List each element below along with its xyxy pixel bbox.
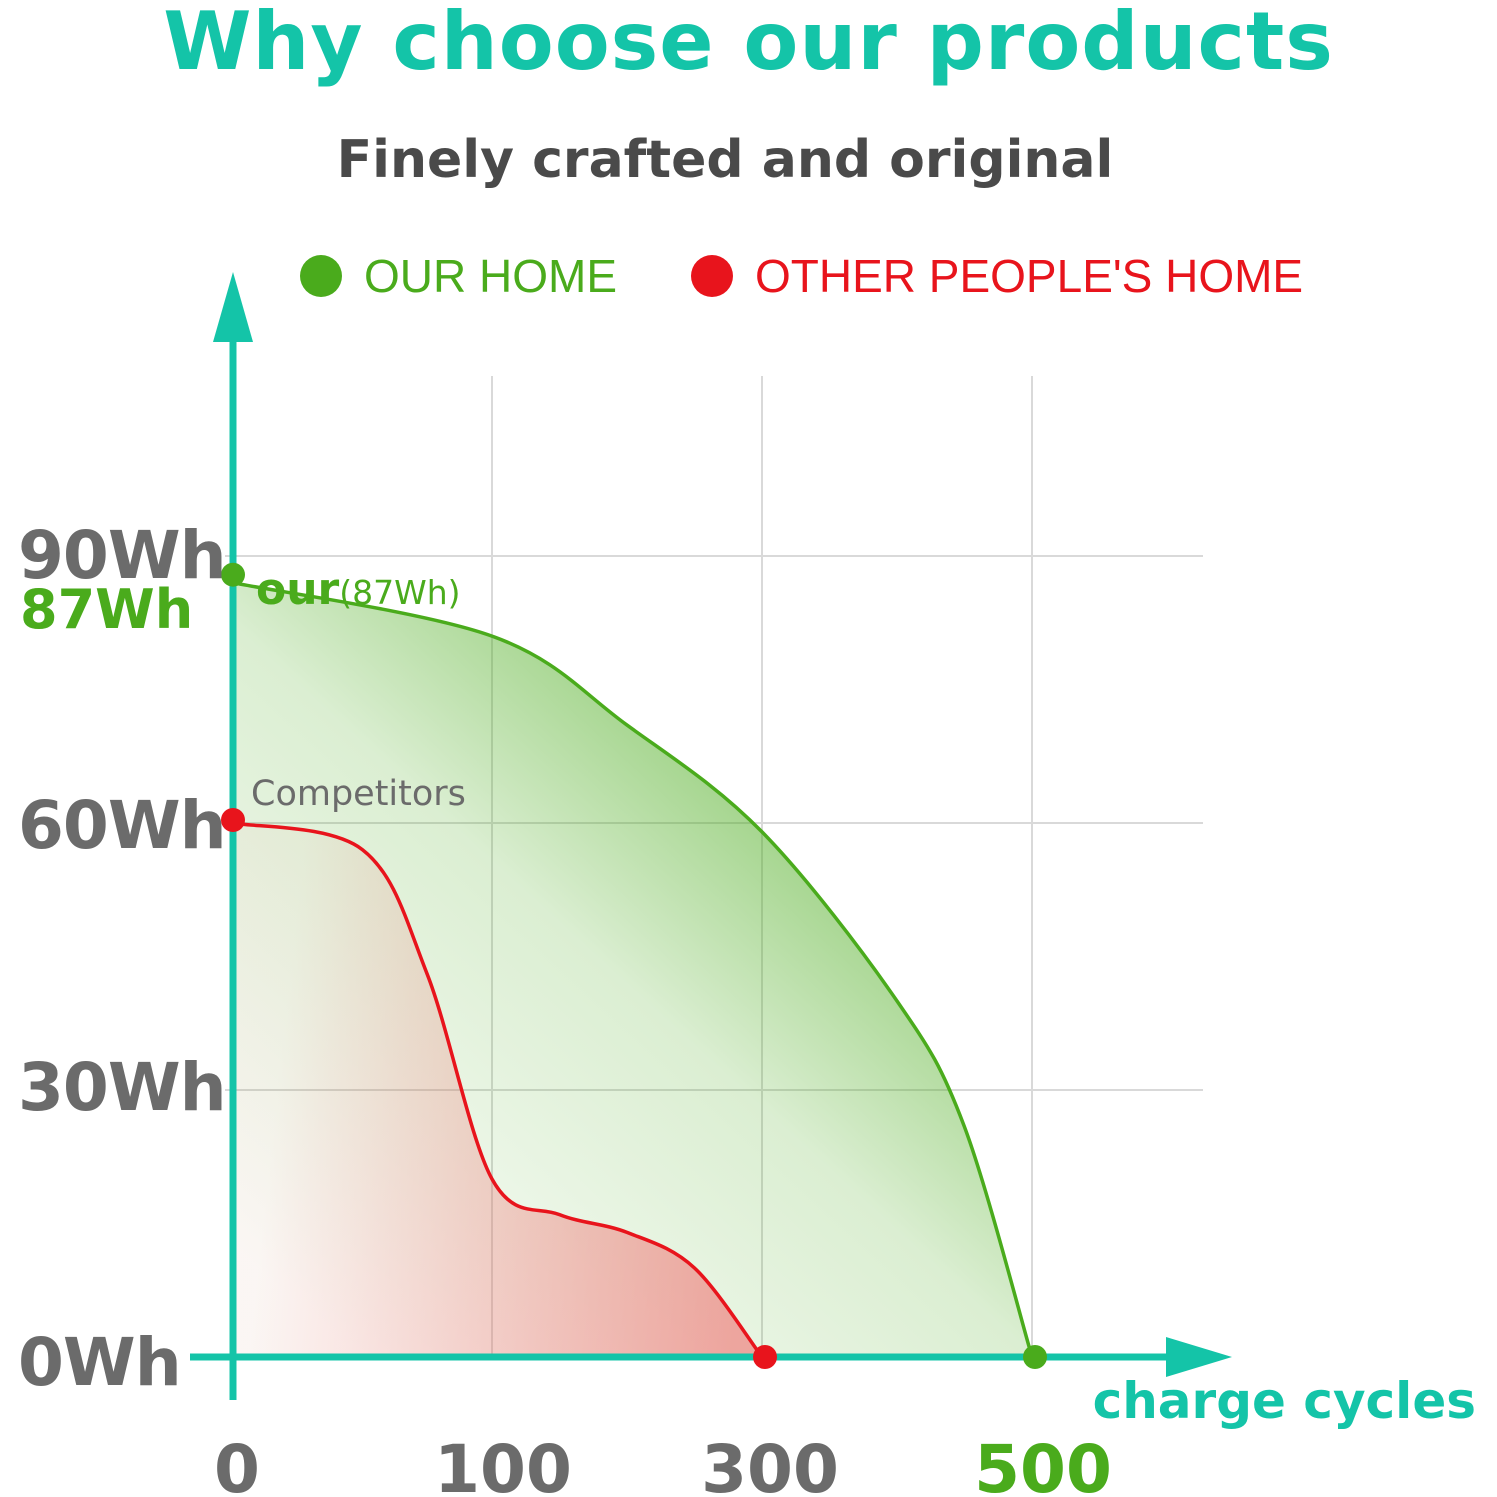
- axis-layer: [190, 272, 1232, 1400]
- our-line: [232, 580, 1034, 1358]
- x-axis-label: charge cycles: [1093, 1372, 1476, 1430]
- legend-item-other-home: OTHER PEOPLE'S HOME: [691, 249, 1303, 303]
- x-axis-arrow: [1166, 1337, 1232, 1377]
- y-tick-label-90: 90Wh: [18, 517, 226, 594]
- marker-layer: [221, 562, 1047, 1369]
- legend-dot-our-home: [300, 255, 342, 297]
- competitor-end-point: [753, 1345, 777, 1369]
- x-tick-label-300: 300: [701, 1431, 839, 1497]
- our-start-point: [221, 562, 245, 587]
- x-tick-label-100: 100: [434, 1431, 572, 1497]
- x-tick-label-500: 500: [974, 1431, 1112, 1497]
- competitor-area: [233, 823, 762, 1357]
- page-title: Why choose our products: [163, 0, 1334, 88]
- competitor-start-point: [221, 808, 245, 832]
- y-tick-label-highlight: 87Wh: [20, 578, 193, 641]
- x-tick-label-0: 0: [214, 1431, 260, 1497]
- our-annotation: our(87Wh): [256, 564, 461, 615]
- y-axis-arrow: [213, 272, 253, 342]
- y-tick-label-30: 30Wh: [18, 1049, 226, 1126]
- legend-label-other-home: OTHER PEOPLE'S HOME: [755, 250, 1304, 302]
- our-annotation-main: our: [256, 564, 340, 615]
- area-layer: [232, 580, 1034, 1359]
- legend-label-our-home: OUR HOME: [364, 250, 617, 302]
- y-tick-label-60: 60Wh: [18, 787, 226, 864]
- competitor-annotation: Competitors: [251, 774, 466, 814]
- page-subtitle: Finely crafted and original: [336, 130, 1114, 190]
- chart-legend: OUR HOME OTHER PEOPLE'S HOME: [300, 246, 1377, 306]
- our-annotation-suffix: (87Wh): [339, 573, 460, 612]
- competitor-line: [232, 821, 764, 1359]
- legend-item-our-home: OUR HOME: [300, 249, 617, 303]
- legend-dot-other-home: [691, 255, 733, 297]
- our-end-point: [1023, 1345, 1047, 1369]
- y-tick-label-0: 0Wh: [18, 1324, 181, 1401]
